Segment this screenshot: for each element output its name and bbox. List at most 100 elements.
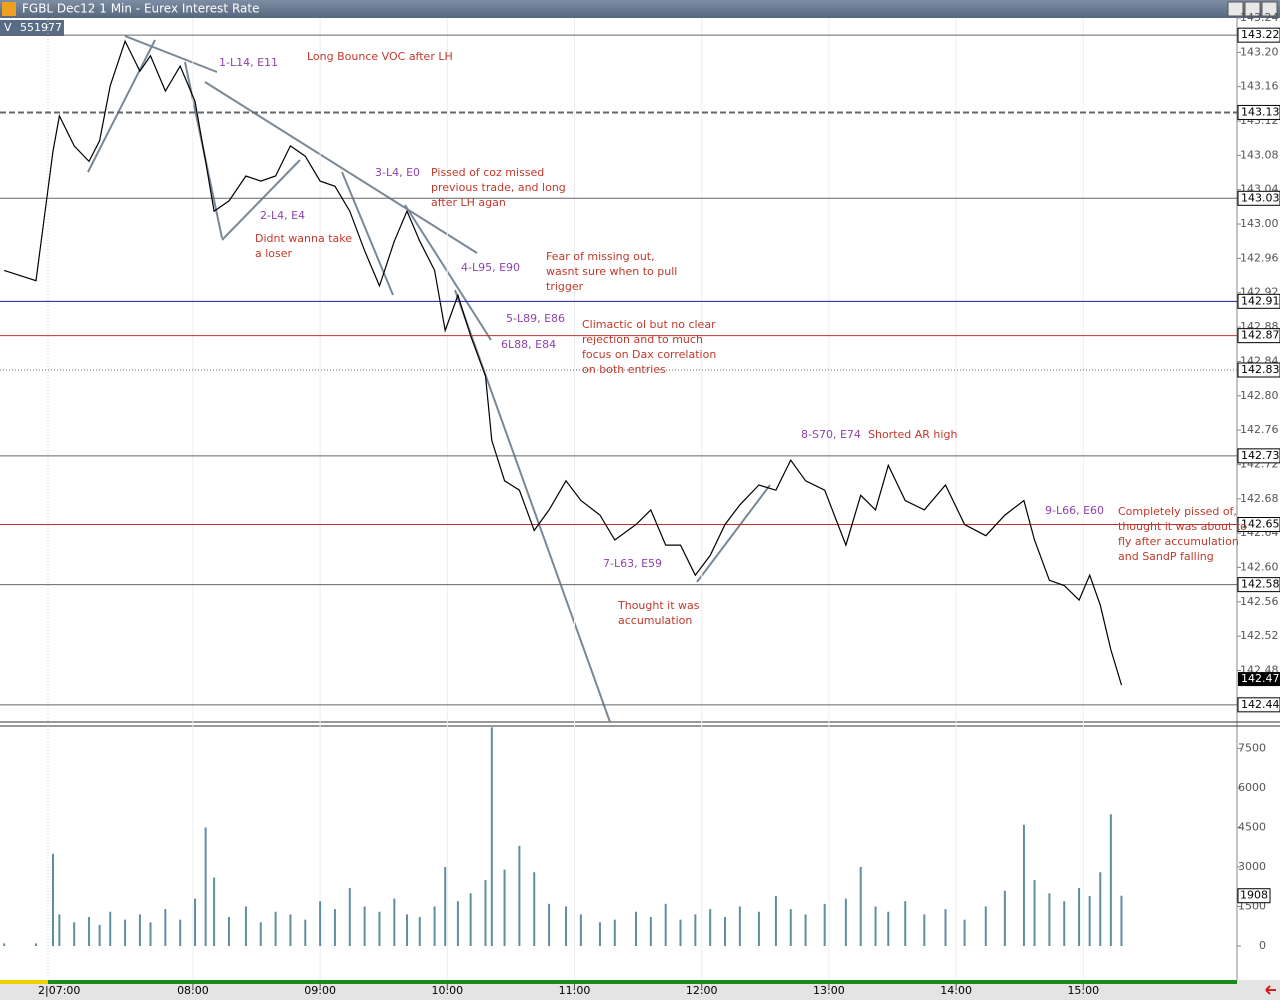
volume-bar [579, 914, 582, 946]
volume-bar [363, 906, 366, 946]
session-bar [0, 980, 48, 984]
volume-bar [124, 919, 127, 946]
level-label: 143.22 [1241, 28, 1280, 41]
volume-bar [664, 903, 667, 946]
volume-bar [433, 906, 436, 946]
trend-line [87, 39, 156, 173]
volume-bar [88, 917, 91, 946]
scroll-arrow[interactable] [1265, 985, 1276, 995]
volume-bar [58, 914, 61, 946]
level-label: 142.87 [1241, 329, 1280, 342]
volume-bar [774, 895, 777, 946]
y-tick-label: 142.76 [1240, 423, 1279, 436]
volume-bar [3, 943, 6, 946]
volume-bar [757, 911, 760, 946]
level-label-box [1237, 517, 1280, 533]
volume-bar [304, 919, 307, 946]
volume-bar [904, 901, 907, 946]
y-tick-label: 142.52 [1240, 629, 1279, 642]
restore-button[interactable] [1244, 1, 1261, 17]
volume-bar [35, 943, 38, 946]
session-label: 2|07:00 [38, 984, 80, 997]
y-tick-label: 142.60 [1240, 560, 1279, 573]
volume-bar [456, 901, 459, 946]
volume-bar [533, 872, 536, 946]
x-tick-label: 10:00 [431, 984, 463, 997]
volume-bar [109, 911, 112, 946]
y2-tick-label: 0 [1259, 939, 1266, 952]
y-tick-label: 143.16 [1240, 80, 1279, 93]
app-icon [2, 2, 16, 16]
level-label-box [1237, 27, 1280, 43]
x-tick-label: 13:00 [813, 984, 845, 997]
close-button[interactable] [1261, 1, 1278, 17]
volume-bar [518, 845, 521, 946]
x-tick-label: 14:00 [940, 984, 972, 997]
volume-bar [1088, 895, 1091, 946]
y-tick-label: 143.24 [1240, 11, 1279, 24]
level-label-box [1237, 448, 1280, 464]
annotation: trigger [546, 280, 584, 293]
volume-bar [887, 911, 890, 946]
volume-bar [1120, 895, 1123, 946]
level-label-box [1237, 104, 1280, 120]
volume-bar [164, 909, 167, 946]
volume-bar [724, 917, 727, 946]
trend-line [404, 204, 492, 341]
volume-bar [565, 906, 568, 946]
trend-line [696, 484, 771, 583]
annotation: Pissed of coz missed [431, 166, 544, 179]
volume-bar [823, 903, 826, 946]
volume-bar [1048, 893, 1051, 946]
volume-bar [204, 827, 207, 946]
level-label: 143.13 [1241, 105, 1280, 118]
annotation: Thought it was [617, 599, 700, 612]
volume-bar [944, 909, 947, 946]
last-price-label: 142.47 [1241, 672, 1280, 685]
level-label: 142.44 [1241, 698, 1280, 711]
annotation: 2-L4, E4 [260, 209, 305, 222]
annotation: 4-L95, E90 [461, 261, 520, 274]
y-tick-label: 143.20 [1240, 45, 1279, 58]
volume-bar [804, 914, 807, 946]
y-tick-label: 142.96 [1240, 251, 1279, 264]
x-tick-label: 15:00 [1067, 984, 1099, 997]
level-label: 142.73 [1241, 449, 1280, 462]
y2-tick-label: 6000 [1238, 781, 1266, 794]
y-tick-label: 143.08 [1240, 148, 1279, 161]
volume-bar [149, 922, 152, 946]
y-tick-label: 142.68 [1240, 492, 1279, 505]
volume-bar [484, 880, 487, 946]
volume-bar [709, 909, 712, 946]
volume-bar [1033, 880, 1036, 946]
volume-bar [469, 893, 472, 946]
volume-bar [738, 906, 741, 946]
volume-bar [1022, 824, 1025, 946]
level-label: 143.03 [1241, 191, 1280, 204]
annotation: Long Bounce VOC after LH [307, 50, 453, 63]
level-label-box [1237, 190, 1280, 206]
volume-bar [1099, 872, 1102, 946]
annotation: 8-S70, E74 [801, 428, 861, 441]
volume-bar [259, 922, 262, 946]
volume-bar [844, 898, 847, 946]
last-volume-box [1237, 888, 1271, 904]
annotation: Shorted AR high [868, 428, 957, 441]
x-tick-label: 08:00 [177, 984, 209, 997]
annotation: after LH agan [431, 196, 506, 209]
y-tick-label: 142.80 [1240, 389, 1279, 402]
level-label-box [1237, 293, 1280, 309]
volume-bar [244, 906, 247, 946]
volume-bar [393, 898, 396, 946]
level-label: 142.83 [1241, 363, 1280, 376]
volume-bar [984, 906, 987, 946]
volume-bar [634, 911, 637, 946]
title-bar [0, 0, 1280, 18]
trend-line [204, 81, 478, 254]
minimize-button[interactable] [1227, 1, 1244, 17]
y2-tick-label: 4500 [1238, 820, 1266, 833]
x-tick-label: 09:00 [304, 984, 336, 997]
window-buttons[interactable] [1227, 1, 1278, 17]
volume-bar [406, 914, 409, 946]
